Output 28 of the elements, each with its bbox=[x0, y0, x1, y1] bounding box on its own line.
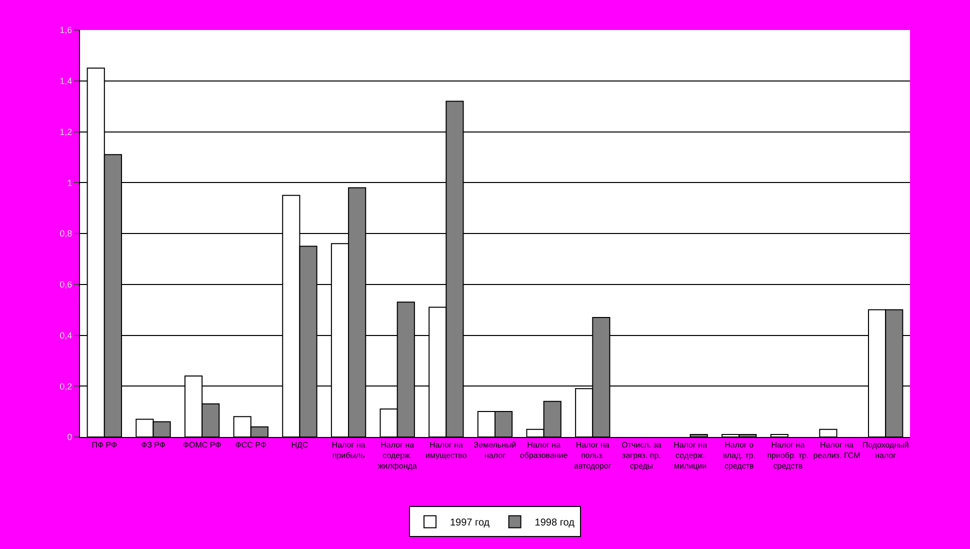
x-tick-label: Налог на польз. автодорог bbox=[574, 440, 612, 470]
x-tick-label: Налог о влад. тр. средств bbox=[722, 440, 756, 470]
x-tick-label: Отчисл. за загряз. пр. среды bbox=[622, 440, 662, 470]
y-tick-label: 1,6 bbox=[60, 25, 72, 36]
x-tick-label: Налог на приобр. тр. средств bbox=[767, 440, 809, 470]
legend-label: 1998 год bbox=[534, 518, 575, 529]
x-tick-label: ПФ РФ bbox=[92, 440, 118, 450]
y-tick-label: 0,2 bbox=[60, 381, 72, 392]
y-tick-label: 0,6 bbox=[60, 280, 72, 290]
x-tick-label: Налог на прибыль bbox=[332, 440, 366, 460]
x-tick-label: НДС bbox=[291, 440, 308, 450]
x-tick-label: ФСС РФ bbox=[235, 440, 266, 450]
x-tick-label: ФЗ РФ bbox=[141, 440, 166, 450]
x-tick-label: Налог на содерж. милиции bbox=[674, 440, 708, 470]
x-tick-label: Налог на имущество bbox=[426, 440, 468, 460]
x-tick-label: Подоходный налог bbox=[862, 440, 909, 460]
y-tick-label: 0 bbox=[67, 432, 72, 442]
x-tick-label: Налог на реализ. ГСМ bbox=[813, 440, 861, 460]
y-tick-label: 1,2 bbox=[60, 126, 72, 137]
y-tick-label: 1 bbox=[67, 178, 72, 188]
y-tick-label: 0,8 bbox=[60, 228, 72, 239]
x-tick-label: Налог на содерж. жилфонда bbox=[378, 440, 418, 470]
y-tick-label: 1,4 bbox=[60, 76, 72, 86]
x-tick-label: ФОМС РФ bbox=[182, 440, 222, 450]
y-tick-label: 0,4 bbox=[60, 330, 72, 340]
legend-label: 1997 год bbox=[450, 518, 490, 529]
x-tick-label: Земельный налог bbox=[474, 440, 516, 460]
x-tick-label: Налог на образование bbox=[520, 440, 568, 460]
